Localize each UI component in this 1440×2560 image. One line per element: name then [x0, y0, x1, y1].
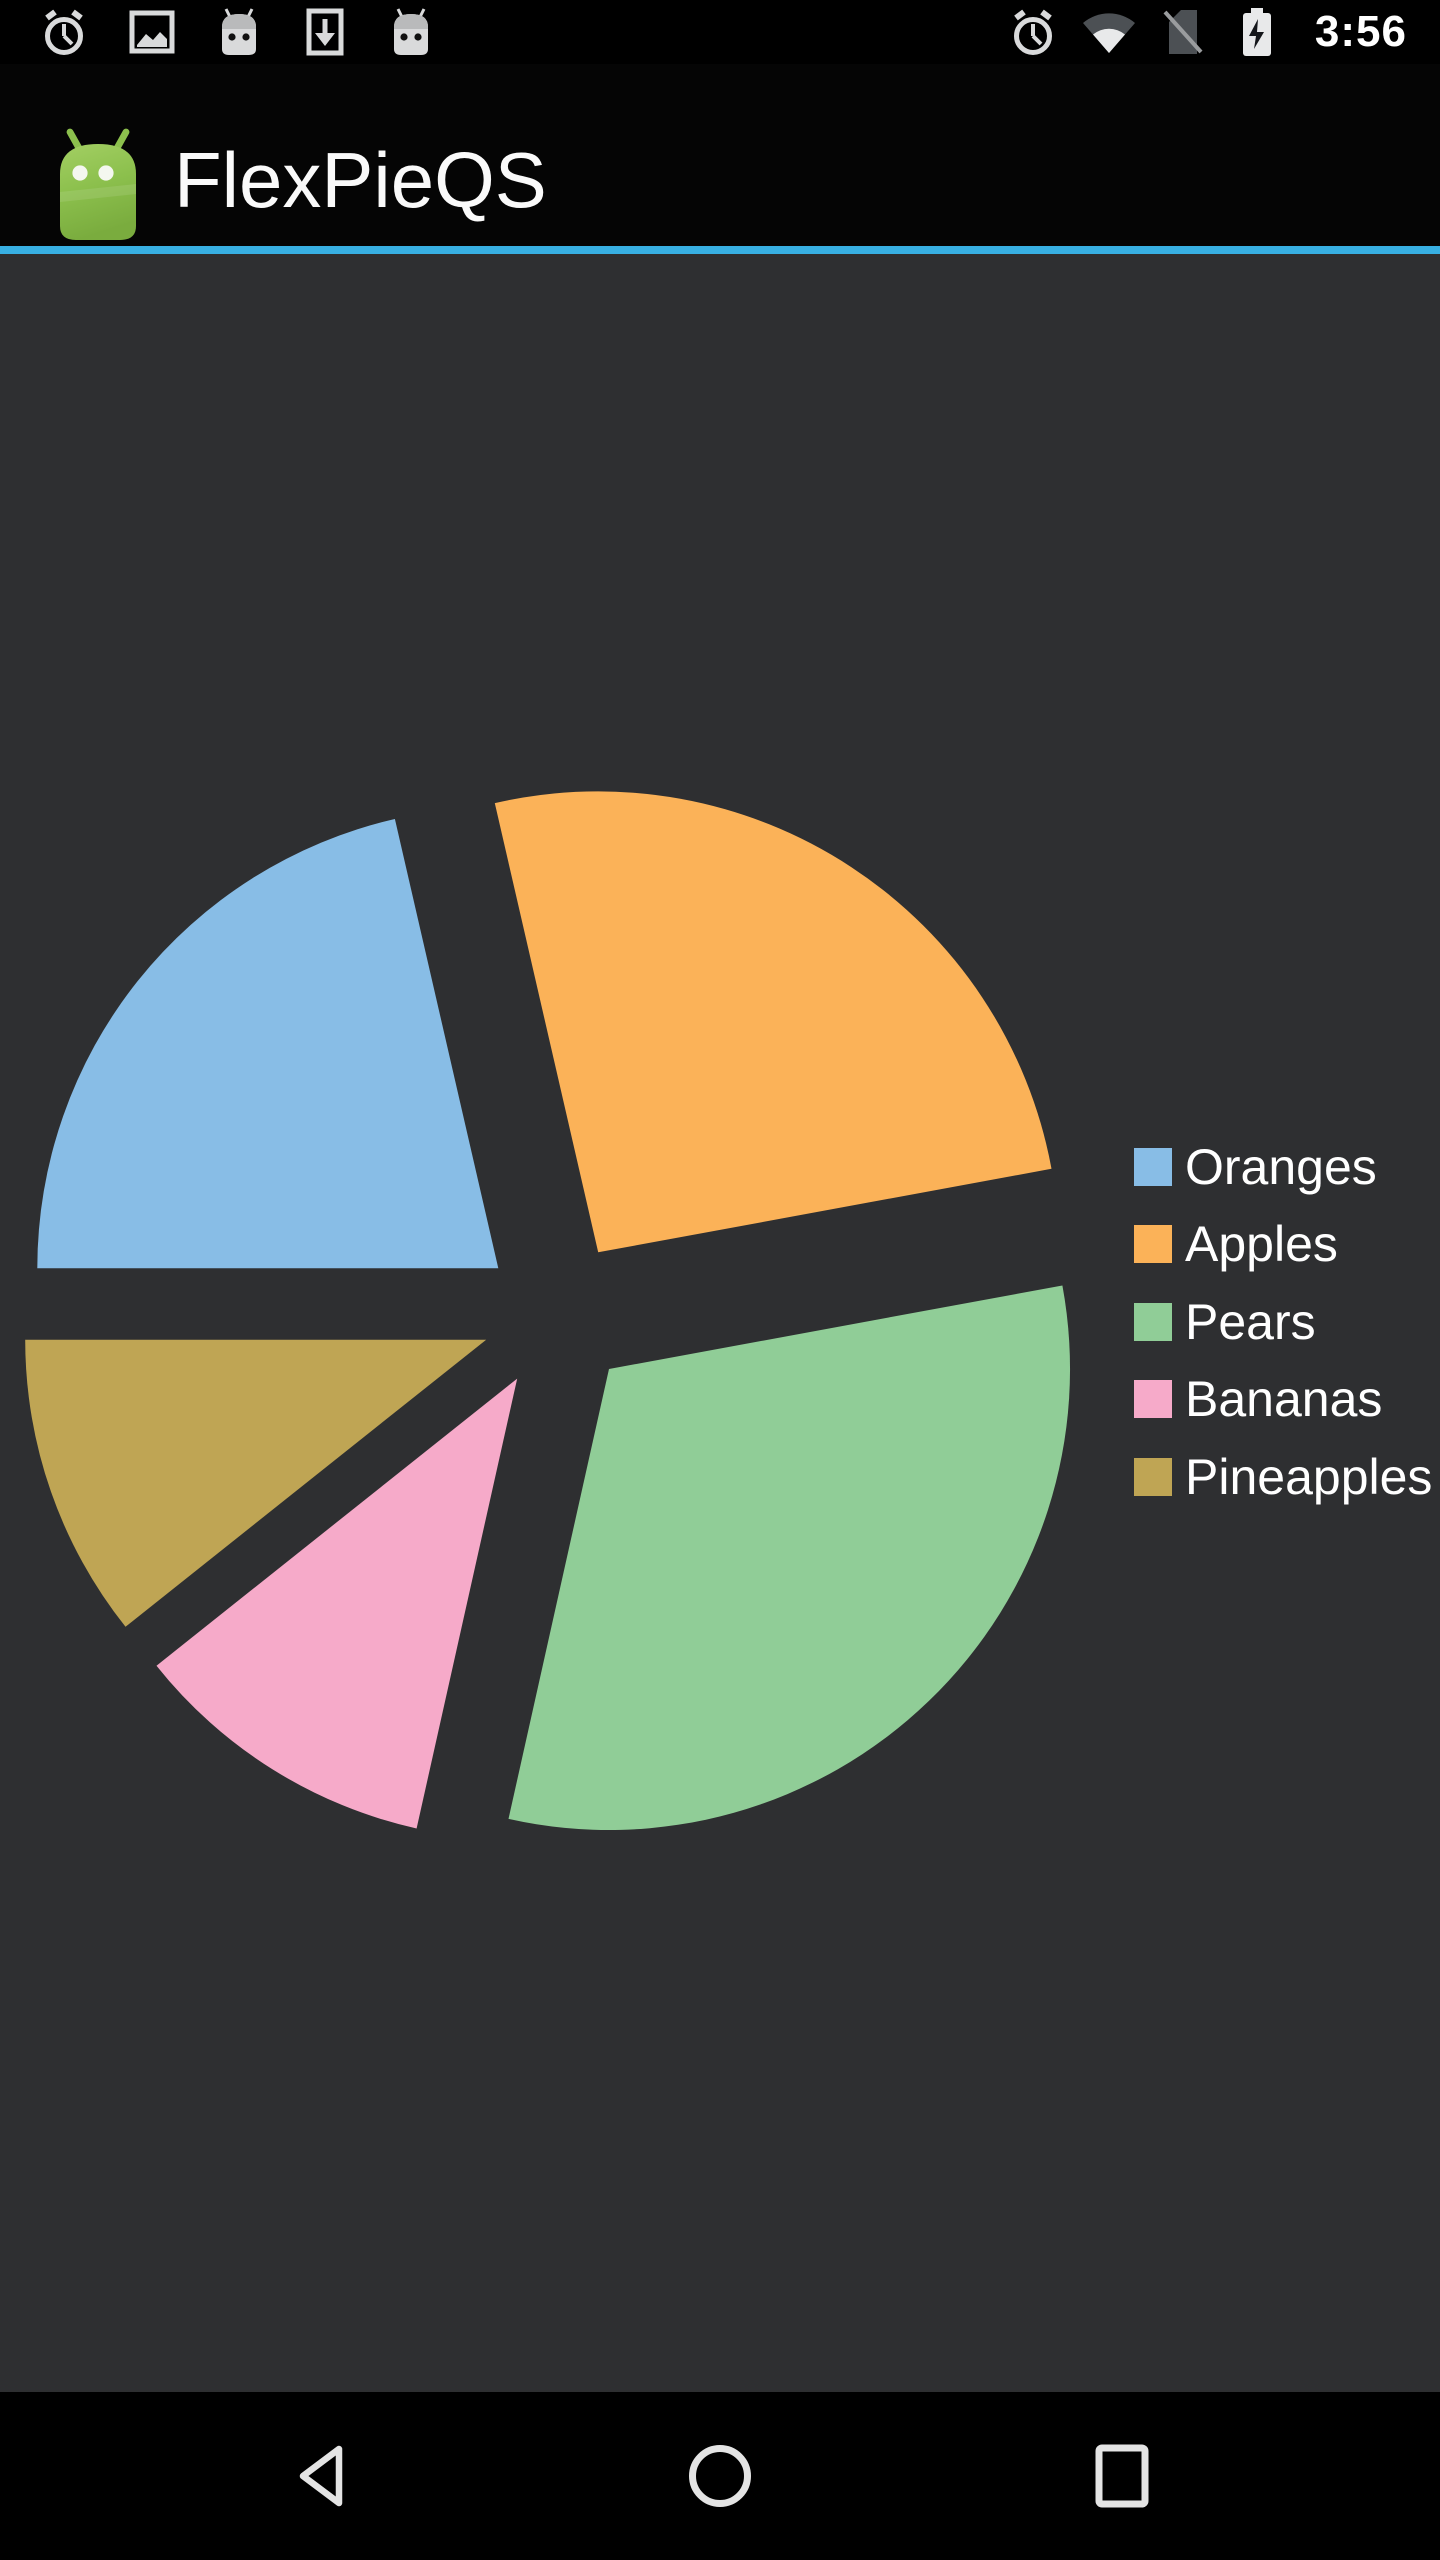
- status-bar-system-icons: 3:56: [1009, 6, 1440, 58]
- home-icon[interactable]: [686, 2442, 754, 2510]
- page-title: FlexPieQS: [174, 136, 547, 224]
- chart-area: [0, 254, 1440, 2392]
- legend-item-pears: Pears: [1134, 1283, 1432, 1361]
- legend-swatch: [1134, 1302, 1172, 1341]
- alarm-icon: [45, 9, 83, 55]
- pie-slice-pears[interactable]: [508, 1285, 1071, 1830]
- navigation-bar: [0, 2392, 1440, 2560]
- legend-item-pineapples: Pineapples: [1134, 1438, 1432, 1516]
- android-icon: [394, 8, 428, 55]
- gallery-icon: [129, 10, 175, 54]
- legend-label: Bananas: [1185, 1371, 1383, 1428]
- pie-slice-oranges[interactable]: [37, 819, 499, 1269]
- legend-swatch: [1134, 1225, 1172, 1264]
- legend-swatch: [1134, 1147, 1172, 1186]
- pie-slice-pineapples[interactable]: [25, 1339, 487, 1627]
- no-sim-icon: [1163, 10, 1203, 54]
- legend-item-bananas: Bananas: [1134, 1361, 1432, 1439]
- status-bar-notification-icons: [0, 7, 434, 57]
- legend-item-oranges: Oranges: [1134, 1128, 1432, 1206]
- pie-slice-bananas[interactable]: [156, 1378, 518, 1829]
- download-icon: [306, 8, 344, 56]
- android-icon: [222, 8, 256, 55]
- wifi-icon: [1082, 13, 1135, 53]
- legend-label: Pears: [1185, 1293, 1316, 1350]
- legend-swatch: [1134, 1457, 1172, 1496]
- pie-slice-apples[interactable]: [494, 791, 1052, 1253]
- recents-icon[interactable]: [1092, 2442, 1152, 2510]
- chart-legend: Oranges Apples Pears Bananas Pineapples: [1134, 1128, 1432, 1516]
- alarm-icon: [1013, 9, 1052, 55]
- android-robot-icon: [60, 128, 136, 240]
- legend-item-apples: Apples: [1134, 1206, 1432, 1284]
- accent-divider: [0, 246, 1440, 254]
- battery-charging-icon: [1242, 8, 1271, 56]
- legend-label: Apples: [1185, 1216, 1338, 1273]
- app-bar: FlexPieQS: [0, 64, 1440, 246]
- legend-swatch: [1134, 1380, 1172, 1419]
- legend-label: Oranges: [1185, 1138, 1377, 1195]
- legend-label: Pineapples: [1185, 1448, 1433, 1505]
- back-icon[interactable]: [292, 2442, 352, 2510]
- status-bar: 3:56: [0, 0, 1440, 64]
- status-bar-clock: 3:56: [1314, 7, 1407, 56]
